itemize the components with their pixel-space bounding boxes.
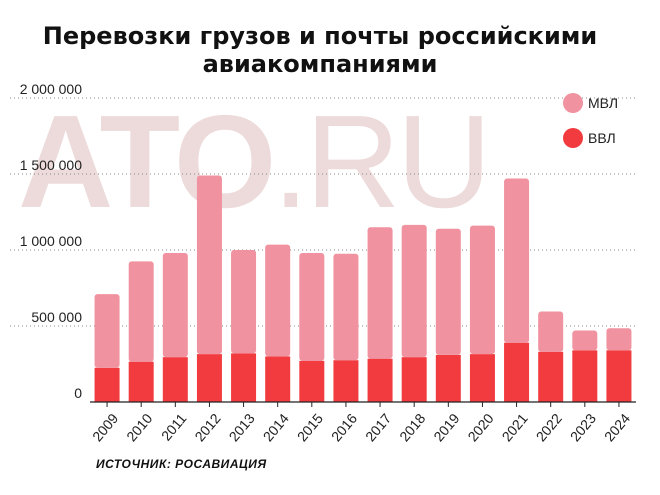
bar-mvl-2016	[333, 253, 359, 361]
x-tick-label: 2014	[260, 410, 292, 444]
legend-label-mvl: МВЛ	[588, 95, 618, 111]
bar-vvl-2009	[94, 367, 120, 402]
bar-mvl-2013	[231, 250, 257, 354]
y-tick-label: 0	[74, 385, 82, 401]
bar-mvl-2020	[469, 225, 495, 355]
bar-mvl-2021	[504, 178, 530, 343]
x-tick-label: 2019	[430, 410, 462, 444]
x-tick-label: 2024	[601, 410, 633, 444]
chart-title-line-1: Перевозки грузов и почты российскими	[42, 22, 598, 50]
bar-mvl-2011	[162, 253, 188, 358]
bar-mvl-2010	[128, 261, 154, 362]
x-tick-label: 2017	[362, 410, 394, 444]
bar-mvl-2015	[299, 253, 325, 361]
bar-mvl-2012	[196, 175, 222, 355]
bar-mvl-2014	[265, 244, 291, 357]
y-tick-label: 2 000 000	[20, 81, 82, 97]
bar-vvl-2015	[299, 360, 325, 402]
x-tick-label: 2021	[499, 410, 531, 444]
bar-vvl-2016	[333, 360, 359, 402]
bar-vvl-2012	[196, 354, 222, 402]
chart-title-line-2: авиакомпаниями	[202, 50, 438, 78]
legend-label-vvl: ВВЛ	[588, 130, 616, 146]
x-tick-label: 2015	[294, 410, 326, 444]
bar-mvl-2009	[94, 294, 120, 368]
bar-vvl-2022	[538, 351, 564, 402]
bar-vvl-2017	[367, 358, 393, 402]
source-note: ИСТОЧНИК: РОСАВИАЦИЯ	[96, 457, 267, 471]
bar-mvl-2019	[435, 228, 461, 355]
y-tick-label: 1 500 000	[20, 157, 82, 173]
x-tick-label: 2020	[464, 410, 496, 444]
x-tick-label: 2018	[396, 410, 428, 444]
bar-vvl-2018	[401, 357, 427, 402]
bar-mvl-2017	[367, 227, 393, 359]
y-tick-label: 500 000	[31, 309, 82, 325]
bar-vvl-2011	[162, 357, 188, 402]
x-tick-label: 2013	[226, 410, 258, 444]
bar-vvl-2013	[231, 353, 257, 402]
bar-vvl-2020	[469, 354, 495, 402]
x-tick-label: 2011	[158, 410, 190, 444]
x-tick-label: 2012	[191, 410, 223, 444]
bar-vvl-2024	[606, 350, 632, 402]
bar-vvl-2010	[128, 361, 154, 402]
chart-title: Перевозки грузов и почты российскими ави…	[0, 22, 640, 78]
x-tick-label: 2009	[89, 410, 121, 444]
bar-vvl-2019	[435, 354, 461, 402]
bar-vvl-2023	[572, 350, 598, 402]
bar-vvl-2021	[504, 342, 530, 402]
bar-mvl-2024	[606, 328, 632, 351]
x-tick-label: 2016	[328, 410, 360, 444]
x-tick-label: 2022	[533, 410, 565, 444]
bar-vvl-2014	[265, 356, 291, 402]
watermark-logo: ATO.RU	[18, 88, 492, 235]
bar-mvl-2023	[572, 330, 598, 351]
legend-swatch-vvl	[563, 128, 583, 148]
y-tick-label: 1 000 000	[20, 233, 82, 249]
bar-mvl-2018	[401, 224, 427, 358]
bar-mvl-2022	[538, 311, 564, 352]
legend-swatch-mvl	[563, 93, 583, 113]
x-tick-label: 2023	[567, 410, 599, 444]
x-tick-label: 2010	[123, 410, 155, 444]
